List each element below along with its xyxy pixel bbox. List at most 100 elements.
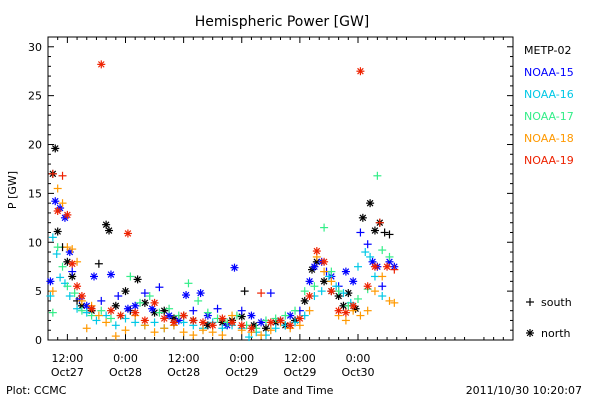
- data-point: [230, 263, 239, 272]
- data-point: [266, 326, 275, 335]
- data-point: [102, 220, 111, 229]
- data-point: [155, 283, 164, 292]
- data-point: [349, 301, 358, 310]
- data-point: [218, 314, 227, 323]
- data-point: [48, 287, 57, 296]
- data-point: [370, 262, 379, 271]
- x-tick-label-date: Oct28: [109, 366, 142, 379]
- data-points: [46, 60, 399, 342]
- x-tick-label-time: 0:00: [346, 352, 371, 365]
- data-point: [237, 306, 246, 315]
- data-point: [257, 331, 266, 340]
- data-point: [136, 298, 145, 307]
- y-tick-label: 25: [28, 90, 42, 103]
- data-point: [58, 199, 67, 208]
- data-point: [131, 308, 140, 317]
- legend-marker-north: north: [541, 327, 571, 340]
- legend-item-noaa-18: NOAA-18: [524, 132, 574, 145]
- data-point: [257, 318, 266, 327]
- x-tick-label-date: Oct29: [225, 366, 258, 379]
- data-point: [312, 247, 321, 256]
- x-tick-label-time: 0:00: [229, 352, 254, 365]
- data-point: [51, 144, 60, 153]
- data-point: [366, 199, 375, 208]
- data-point: [106, 314, 115, 323]
- data-point: [160, 324, 169, 333]
- data-point: [375, 218, 384, 227]
- data-point: [165, 304, 174, 313]
- data-point: [58, 171, 67, 180]
- data-point: [390, 265, 399, 274]
- data-point: [245, 333, 254, 342]
- data-point: [114, 292, 123, 301]
- data-point: [363, 240, 372, 249]
- data-point: [286, 321, 295, 330]
- data-point: [97, 60, 106, 69]
- data-point: [111, 321, 120, 330]
- series-metp-02: [48, 144, 394, 333]
- data-point: [261, 324, 270, 333]
- data-point: [77, 306, 86, 315]
- data-point: [73, 282, 82, 291]
- data-point: [87, 304, 96, 313]
- legend-item-metp-02: METP-02: [524, 44, 572, 57]
- data-point: [370, 287, 379, 296]
- data-point: [320, 257, 329, 266]
- data-point: [155, 308, 164, 317]
- data-point: [63, 210, 72, 219]
- data-point: [385, 252, 394, 261]
- data-point: [53, 227, 62, 236]
- data-point: [356, 228, 365, 237]
- data-point: [276, 316, 285, 325]
- data-point: [327, 267, 336, 276]
- data-point: [131, 301, 140, 310]
- data-point: [320, 277, 329, 286]
- x-tick-label-date: Oct29: [283, 366, 316, 379]
- data-point: [373, 171, 382, 180]
- data-point: [320, 267, 329, 276]
- data-point: [237, 312, 246, 321]
- data-point: [341, 267, 350, 276]
- data-point: [300, 287, 309, 296]
- data-point: [77, 292, 86, 301]
- data-point: [208, 328, 217, 337]
- data-point: [106, 270, 115, 279]
- data-point: [300, 296, 309, 305]
- chart-title: Hemispheric Power [GW]: [195, 14, 370, 30]
- data-point: [97, 296, 106, 305]
- x-tick-label-date: Oct30: [341, 366, 374, 379]
- data-point: [305, 277, 314, 286]
- data-point: [58, 262, 67, 271]
- data-point: [65, 292, 74, 301]
- y-tick-label: 15: [28, 187, 42, 200]
- data-point: [140, 289, 149, 298]
- data-point: [385, 230, 394, 239]
- data-point: [48, 233, 57, 242]
- data-point: [123, 229, 132, 238]
- data-point: [332, 282, 341, 291]
- data-point: [237, 321, 246, 330]
- data-point: [90, 272, 99, 281]
- data-point: [53, 206, 62, 215]
- data-point: [203, 308, 212, 317]
- y-tick-label: 30: [28, 41, 42, 54]
- data-point: [150, 328, 159, 337]
- data-point: [247, 324, 256, 333]
- data-point: [51, 197, 60, 206]
- data-point: [356, 67, 365, 76]
- data-point: [121, 326, 130, 335]
- data-point: [358, 213, 367, 222]
- x-tick-label-time: 0:00: [113, 352, 138, 365]
- legend-marker-north-icon: [526, 329, 534, 337]
- data-point: [354, 294, 362, 303]
- data-point: [150, 298, 159, 307]
- data-point: [305, 292, 314, 301]
- data-point: [56, 273, 65, 282]
- data-point: [218, 324, 227, 333]
- data-point: [105, 226, 114, 235]
- data-point: [266, 318, 275, 327]
- y-tick-label: 0: [35, 334, 42, 347]
- data-point: [189, 306, 198, 315]
- data-point: [102, 311, 111, 320]
